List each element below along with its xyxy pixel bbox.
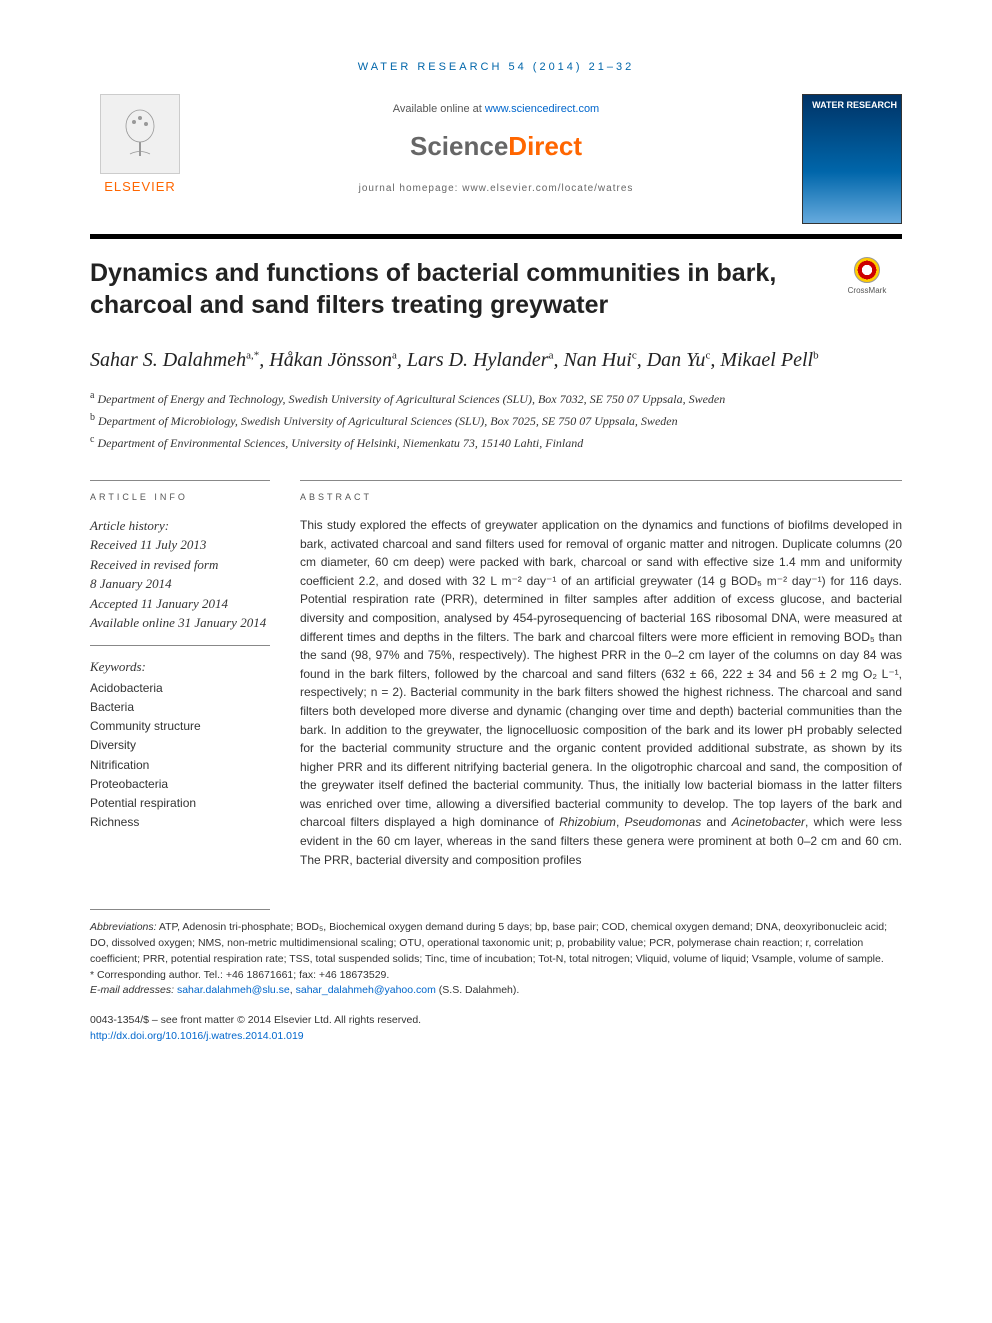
keyword-item: Potential respiration	[90, 794, 270, 813]
article-info-label: ARTICLE INFO	[90, 480, 270, 504]
abbreviations-line: Abbreviations: ATP, Adenosin tri-phospha…	[90, 920, 902, 967]
affiliation-line: c Department of Environmental Sciences, …	[90, 432, 902, 452]
history-online: Available online 31 January 2014	[90, 613, 270, 633]
right-column: ABSTRACT This study explored the effects…	[300, 480, 902, 869]
corresponding-author-line: * Corresponding author. Tel.: +46 186716…	[90, 968, 902, 984]
authors-line: Sahar S. Dalahmeha,*, Håkan Jönssona, La…	[90, 346, 902, 374]
email-of: (S.S. Dalahmeh).	[439, 984, 520, 996]
keyword-item: Community structure	[90, 717, 270, 736]
corresponding-label: * Corresponding author.	[90, 969, 201, 981]
keywords-list: AcidobacteriaBacteriaCommunity structure…	[90, 679, 270, 833]
journal-homepage-text: journal homepage: www.elsevier.com/locat…	[190, 182, 802, 197]
center-masthead: Available online at www.sciencedirect.co…	[190, 94, 802, 196]
email-link-1[interactable]: sahar.dalahmeh@slu.se	[177, 984, 290, 996]
masthead-row: ELSEVIER Available online at www.science…	[90, 94, 902, 224]
history-label: Article history:	[90, 516, 270, 536]
keyword-item: Bacteria	[90, 698, 270, 717]
journal-cover-thumbnail: WATER RESEARCH	[802, 94, 902, 224]
footer-rule	[90, 909, 270, 910]
elsevier-logo-block: ELSEVIER	[90, 94, 190, 197]
article-title: Dynamics and functions of bacterial comm…	[90, 257, 832, 322]
two-column-layout: ARTICLE INFO Article history: Received 1…	[90, 480, 902, 869]
title-row: Dynamics and functions of bacterial comm…	[90, 257, 902, 322]
sciencedirect-logo: ScienceDirect	[190, 128, 802, 166]
abstract-label: ABSTRACT	[300, 480, 902, 504]
abbreviations-label: Abbreviations:	[90, 921, 157, 933]
history-revised-line1: Received in revised form	[90, 555, 270, 575]
crossmark-badge[interactable]: CrossMark	[832, 257, 902, 297]
crossmark-label: CrossMark	[832, 285, 902, 297]
email-link-2[interactable]: sahar_dalahmeh@yahoo.com	[296, 984, 436, 996]
available-online-text: Available online at www.sciencedirect.co…	[190, 102, 802, 118]
history-revised-line2: 8 January 2014	[90, 574, 270, 594]
sciencedirect-link[interactable]: www.sciencedirect.com	[485, 103, 599, 115]
available-online-prefix: Available online at	[393, 103, 485, 115]
affiliations-block: a Department of Energy and Technology, S…	[90, 388, 902, 452]
abstract-text: This study explored the effects of greyw…	[300, 516, 902, 869]
journal-header-bar: WATER RESEARCH 54 (2014) 21–32	[90, 60, 902, 76]
keyword-item: Acidobacteria	[90, 679, 270, 698]
email-line: E-mail addresses: sahar.dalahmeh@slu.se,…	[90, 983, 902, 999]
issn-copyright-line: 0043-1354/$ – see front matter © 2014 El…	[90, 1013, 902, 1029]
article-history: Article history: Received 11 July 2013 R…	[90, 516, 270, 646]
keyword-item: Proteobacteria	[90, 775, 270, 794]
crossmark-icon	[854, 257, 880, 283]
email-label: E-mail addresses:	[90, 984, 174, 996]
keyword-item: Diversity	[90, 736, 270, 755]
history-accepted: Accepted 11 January 2014	[90, 594, 270, 614]
left-column: ARTICLE INFO Article history: Received 1…	[90, 480, 270, 869]
elsevier-tree-icon	[100, 94, 180, 174]
abbreviations-text: ATP, Adenosin tri-phosphate; BOD₅, Bioch…	[90, 921, 887, 965]
keywords-label: Keywords:	[90, 658, 270, 677]
history-received: Received 11 July 2013	[90, 535, 270, 555]
corresponding-text: Tel.: +46 18671661; fax: +46 18673529.	[204, 969, 390, 981]
doi-link[interactable]: http://dx.doi.org/10.1016/j.watres.2014.…	[90, 1030, 304, 1042]
sd-word-science: Science	[410, 131, 508, 161]
affiliation-line: a Department of Energy and Technology, S…	[90, 388, 902, 408]
cover-title: WATER RESEARCH	[807, 101, 897, 111]
copyright-block: 0043-1354/$ – see front matter © 2014 El…	[90, 1013, 902, 1045]
keyword-item: Nitrification	[90, 756, 270, 775]
elsevier-label: ELSEVIER	[90, 178, 190, 197]
sd-word-direct: Direct	[508, 131, 582, 161]
affiliation-line: b Department of Microbiology, Swedish Un…	[90, 410, 902, 430]
keyword-item: Richness	[90, 813, 270, 832]
footnotes-block: Abbreviations: ATP, Adenosin tri-phospha…	[90, 920, 902, 999]
thick-rule	[90, 234, 902, 239]
